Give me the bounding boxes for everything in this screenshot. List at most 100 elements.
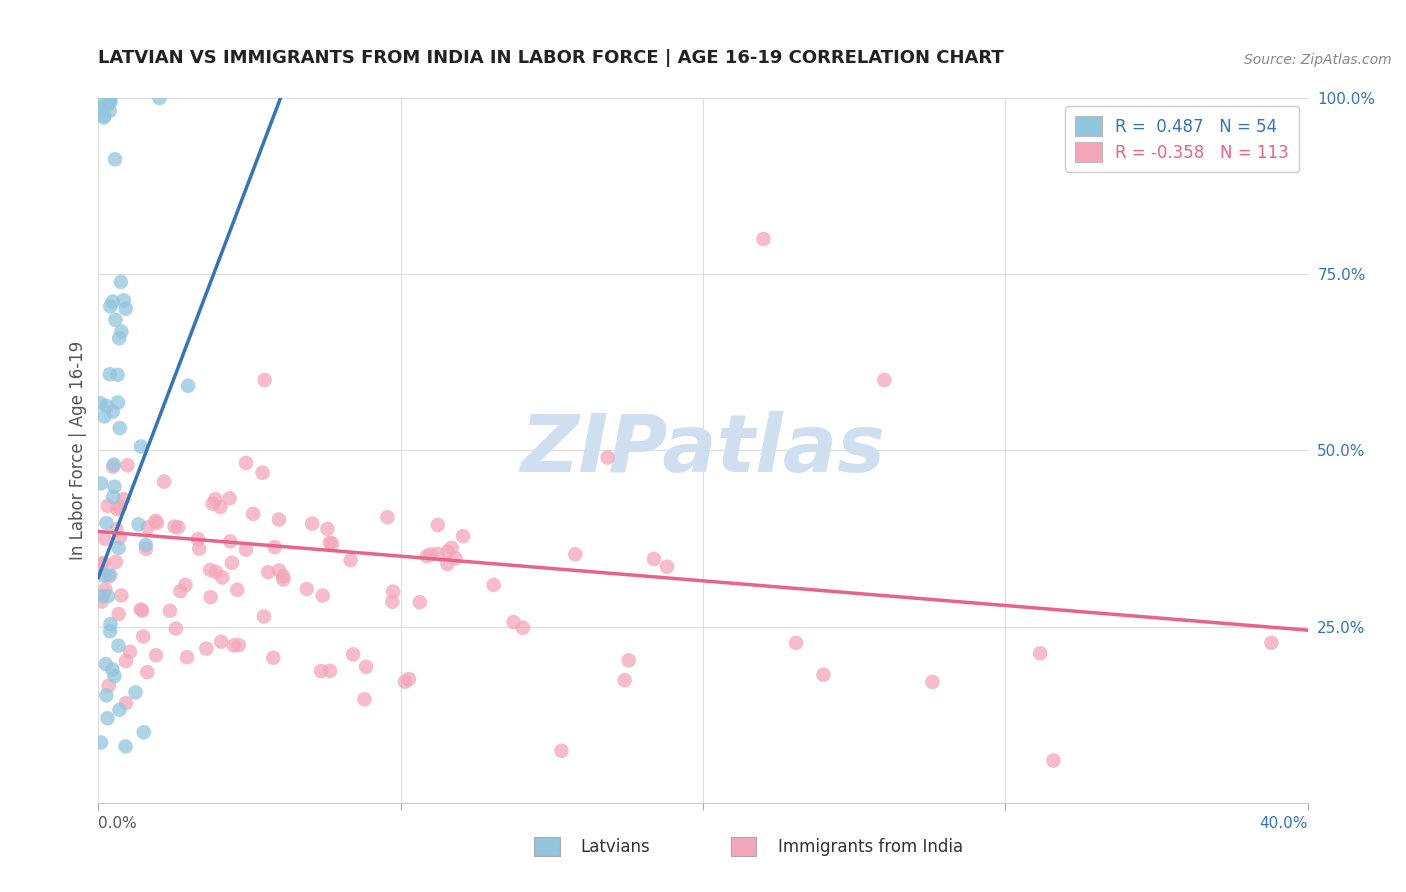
Point bbox=[136, 665, 159, 680]
Point bbox=[169, 584, 191, 599]
Point bbox=[145, 514, 167, 528]
Point bbox=[596, 450, 619, 465]
Point bbox=[114, 301, 136, 316]
Point bbox=[451, 529, 474, 543]
Point bbox=[209, 634, 232, 648]
Point bbox=[512, 621, 534, 635]
Point bbox=[107, 607, 129, 621]
Text: 0.0%: 0.0% bbox=[98, 816, 138, 831]
Point bbox=[90, 476, 112, 491]
Point bbox=[104, 555, 127, 569]
Point bbox=[253, 609, 276, 624]
Point bbox=[97, 679, 120, 693]
Point bbox=[167, 520, 190, 534]
Point bbox=[319, 664, 342, 678]
Point bbox=[263, 540, 285, 554]
Point bbox=[309, 664, 332, 678]
Point bbox=[273, 573, 295, 587]
Point bbox=[93, 556, 115, 570]
Text: ZIPatlas: ZIPatlas bbox=[520, 411, 886, 490]
Point bbox=[655, 559, 678, 574]
Point bbox=[89, 396, 111, 410]
Point bbox=[101, 663, 124, 677]
Point bbox=[211, 570, 233, 584]
Point bbox=[785, 636, 807, 650]
Point bbox=[118, 645, 141, 659]
Point bbox=[112, 492, 135, 507]
Point bbox=[163, 519, 186, 533]
Point bbox=[129, 440, 152, 454]
Point bbox=[131, 604, 153, 618]
Point bbox=[107, 541, 129, 555]
Point bbox=[394, 674, 416, 689]
Point bbox=[105, 502, 128, 516]
Point bbox=[110, 588, 132, 602]
Point bbox=[267, 512, 290, 526]
Point bbox=[101, 294, 124, 309]
Point bbox=[112, 293, 135, 308]
Point bbox=[98, 91, 121, 105]
Point bbox=[132, 630, 155, 644]
Point bbox=[482, 578, 505, 592]
Legend: R =  0.487   N = 54, R = -0.358   N = 113: R = 0.487 N = 54, R = -0.358 N = 113 bbox=[1066, 106, 1299, 171]
Point bbox=[94, 657, 117, 671]
Point bbox=[136, 520, 159, 534]
Point bbox=[353, 692, 375, 706]
Point bbox=[205, 565, 228, 579]
Point bbox=[96, 99, 118, 113]
Point bbox=[108, 421, 131, 435]
Point bbox=[148, 91, 170, 105]
Point bbox=[377, 510, 399, 524]
Point bbox=[104, 153, 127, 167]
Point bbox=[436, 557, 458, 571]
Point bbox=[311, 589, 333, 603]
Point bbox=[321, 536, 343, 550]
Point bbox=[221, 556, 243, 570]
Point bbox=[103, 669, 125, 683]
Point bbox=[188, 541, 211, 556]
Point bbox=[643, 552, 665, 566]
Point bbox=[129, 602, 152, 616]
Point bbox=[921, 674, 943, 689]
Point bbox=[115, 654, 138, 668]
Point bbox=[381, 595, 404, 609]
Point bbox=[100, 617, 122, 632]
Point bbox=[108, 531, 131, 545]
Point bbox=[101, 459, 124, 474]
Point bbox=[127, 517, 149, 532]
Point bbox=[382, 584, 405, 599]
Point bbox=[146, 516, 169, 530]
Point bbox=[301, 516, 323, 531]
Point bbox=[502, 615, 524, 629]
Point bbox=[114, 739, 136, 754]
Point bbox=[105, 522, 128, 536]
Point bbox=[426, 547, 449, 561]
Point bbox=[96, 399, 118, 413]
Point bbox=[145, 648, 167, 663]
Point bbox=[253, 373, 276, 387]
Point bbox=[108, 703, 131, 717]
Point bbox=[174, 578, 197, 592]
Point bbox=[132, 725, 155, 739]
Point bbox=[176, 650, 198, 665]
Point bbox=[267, 563, 290, 577]
Point bbox=[177, 378, 200, 392]
Point bbox=[103, 458, 125, 472]
Point bbox=[1042, 754, 1064, 768]
Point bbox=[93, 109, 115, 123]
Point bbox=[97, 589, 120, 603]
Point bbox=[440, 541, 463, 555]
Point bbox=[98, 624, 121, 639]
Point bbox=[98, 94, 121, 108]
Point bbox=[98, 567, 121, 582]
Point bbox=[550, 744, 572, 758]
Point bbox=[226, 582, 249, 597]
Point bbox=[96, 688, 118, 702]
Point bbox=[124, 685, 146, 699]
Point bbox=[110, 275, 132, 289]
Point bbox=[93, 409, 115, 424]
Point bbox=[90, 557, 112, 571]
Point bbox=[90, 594, 112, 608]
Point bbox=[93, 568, 115, 582]
Point bbox=[209, 500, 232, 514]
